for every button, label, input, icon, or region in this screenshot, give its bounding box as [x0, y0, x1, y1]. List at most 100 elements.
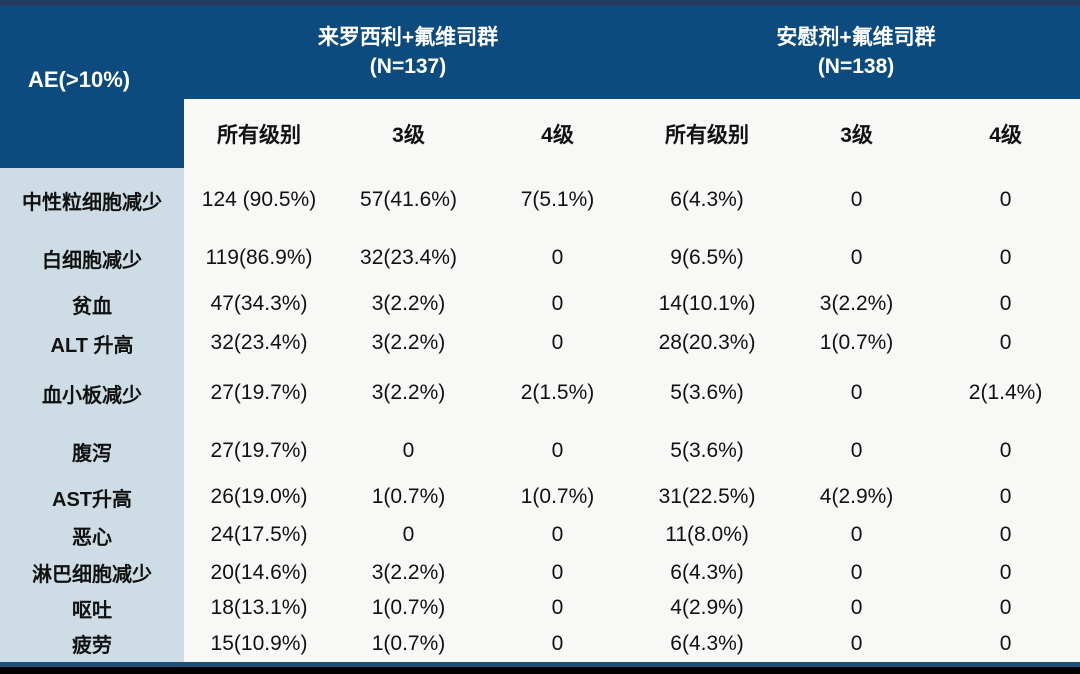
row-label: 呕吐: [0, 591, 184, 625]
row-label: 白细胞减少: [0, 232, 184, 284]
value-cell: 0: [483, 284, 633, 324]
value-cell: 57(41.6%): [334, 168, 483, 232]
row-label: ALT 升高: [0, 324, 184, 362]
value-cell: 3(2.2%): [334, 362, 483, 424]
row-label: 恶心: [0, 516, 184, 554]
value-cell: 2(1.4%): [931, 362, 1080, 424]
value-cell: 6(4.3%): [632, 168, 783, 232]
subheader-grade3-1: 3级: [334, 99, 483, 168]
value-cell: 0: [483, 516, 633, 554]
value-cell: 0: [931, 591, 1080, 625]
table-row: 呕吐 18(13.1%) 1(0.7%) 0 4(2.9%) 0 0: [0, 591, 1080, 625]
value-cell: 0: [931, 232, 1080, 284]
value-cell: 27(19.7%): [184, 424, 334, 478]
group-header-placebo: 安慰剂+氟维司群 (N=138): [632, 6, 1080, 99]
row-label: AST升高: [0, 478, 184, 516]
value-cell: 3(2.2%): [782, 284, 932, 324]
value-cell: 0: [931, 324, 1080, 362]
value-cell: 0: [931, 284, 1080, 324]
value-cell: 5(3.6%): [632, 424, 783, 478]
value-cell: 0: [483, 591, 633, 625]
value-cell: 0: [782, 424, 932, 478]
group-header-row: AE(>10%) 来罗西利+氟维司群 (N=137) 安慰剂+氟维司群 (N=1…: [0, 6, 1080, 168]
group-header-treatment: 来罗西利+氟维司群 (N=137): [184, 6, 633, 99]
value-cell: 0: [782, 168, 932, 232]
group-placebo-n: (N=138): [817, 54, 895, 78]
value-cell: 11(8.0%): [632, 516, 783, 554]
value-cell: 3(2.2%): [334, 284, 483, 324]
table-row: 恶心 24(17.5%) 0 0 11(8.0%) 0 0: [0, 516, 1080, 554]
row-label: 贫血: [0, 284, 184, 324]
value-cell: 0: [483, 324, 633, 362]
value-cell: 20(14.6%): [184, 554, 334, 591]
value-cell: 0: [483, 424, 633, 478]
table-row: 疲劳 15(10.9%) 1(0.7%) 0 6(4.3%) 0 0: [0, 625, 1080, 662]
value-cell: 47(34.3%): [184, 284, 334, 324]
table-body: 中性粒细胞减少 124 (90.5%) 57(41.6%) 7(5.1%) 6(…: [0, 168, 1080, 662]
value-cell: 0: [334, 424, 483, 478]
value-cell: 0: [483, 232, 633, 284]
value-cell: 15(10.9%): [184, 625, 334, 662]
value-cell: 1(0.7%): [334, 591, 483, 625]
value-cell: 5(3.6%): [632, 362, 783, 424]
value-cell: 0: [782, 232, 932, 284]
table-row: 中性粒细胞减少 124 (90.5%) 57(41.6%) 7(5.1%) 6(…: [0, 168, 1080, 232]
subheader-row: 所有级别 3级 4级 所有级别 3级 4级: [0, 99, 1080, 168]
value-cell: 119(86.9%): [184, 232, 334, 284]
ae-table: AE(>10%) 来罗西利+氟维司群 (N=137) 安慰剂+氟维司群 (N=1…: [0, 6, 1080, 662]
top-strip: [0, 0, 1080, 6]
value-cell: 18(13.1%): [184, 591, 334, 625]
subheader-grade4-1: 4级: [483, 99, 633, 168]
value-cell: 28(20.3%): [632, 324, 783, 362]
subheader-all-grades-2: 所有级别: [632, 99, 783, 168]
table-row: 淋巴细胞减少 20(14.6%) 3(2.2%) 0 6(4.3%) 0 0: [0, 554, 1080, 591]
value-cell: 3(2.2%): [334, 554, 483, 591]
value-cell: 0: [782, 516, 932, 554]
value-cell: 0: [483, 625, 633, 662]
value-cell: 0: [931, 516, 1080, 554]
value-cell: 1(0.7%): [334, 625, 483, 662]
subheader-grade4-2: 4级: [931, 99, 1080, 168]
table-row: AST升高 26(19.0%) 1(0.7%) 1(0.7%) 31(22.5%…: [0, 478, 1080, 516]
row-label: 血小板减少: [0, 362, 184, 424]
row-label: 腹泻: [0, 424, 184, 478]
value-cell: 14(10.1%): [632, 284, 783, 324]
value-cell: 2(1.5%): [483, 362, 633, 424]
group-placebo-label: 安慰剂+氟维司群: [776, 26, 936, 50]
corner-header-ae: AE(>10%): [0, 6, 184, 168]
table-row: 腹泻 27(19.7%) 0 0 5(3.6%) 0 0: [0, 424, 1080, 478]
table-row: 贫血 47(34.3%) 3(2.2%) 0 14(10.1%) 3(2.2%)…: [0, 284, 1080, 324]
value-cell: 27(19.7%): [184, 362, 334, 424]
table-row: ALT 升高 32(23.4%) 3(2.2%) 0 28(20.3%) 1(0…: [0, 324, 1080, 362]
value-cell: 0: [931, 554, 1080, 591]
row-label: 疲劳: [0, 625, 184, 662]
value-cell: 124 (90.5%): [184, 168, 334, 232]
row-label: 中性粒细胞减少: [0, 168, 184, 232]
table-row: 白细胞减少 119(86.9%) 32(23.4%) 0 9(6.5%) 0 0: [0, 232, 1080, 284]
value-cell: 1(0.7%): [782, 324, 932, 362]
value-cell: 1(0.7%): [334, 478, 483, 516]
subheader-grade3-2: 3级: [782, 99, 932, 168]
subheader-all-grades-1: 所有级别: [184, 99, 334, 168]
value-cell: 0: [931, 168, 1080, 232]
value-cell: 0: [931, 625, 1080, 662]
value-cell: 0: [483, 554, 633, 591]
value-cell: 3(2.2%): [334, 324, 483, 362]
value-cell: 0: [931, 478, 1080, 516]
value-cell: 0: [931, 424, 1080, 478]
value-cell: 0: [334, 516, 483, 554]
value-cell: 4(2.9%): [632, 591, 783, 625]
value-cell: 32(23.4%): [334, 232, 483, 284]
value-cell: 31(22.5%): [632, 478, 783, 516]
value-cell: 0: [782, 591, 932, 625]
value-cell: 32(23.4%): [184, 324, 334, 362]
value-cell: 0: [782, 362, 932, 424]
group-treatment-label: 来罗西利+氟维司群: [317, 26, 499, 50]
table-row: 血小板减少 27(19.7%) 3(2.2%) 2(1.5%) 5(3.6%) …: [0, 362, 1080, 424]
value-cell: 9(6.5%): [632, 232, 783, 284]
value-cell: 24(17.5%): [184, 516, 334, 554]
value-cell: 26(19.0%): [184, 478, 334, 516]
value-cell: 6(4.3%): [632, 554, 783, 591]
value-cell: 6(4.3%): [632, 625, 783, 662]
